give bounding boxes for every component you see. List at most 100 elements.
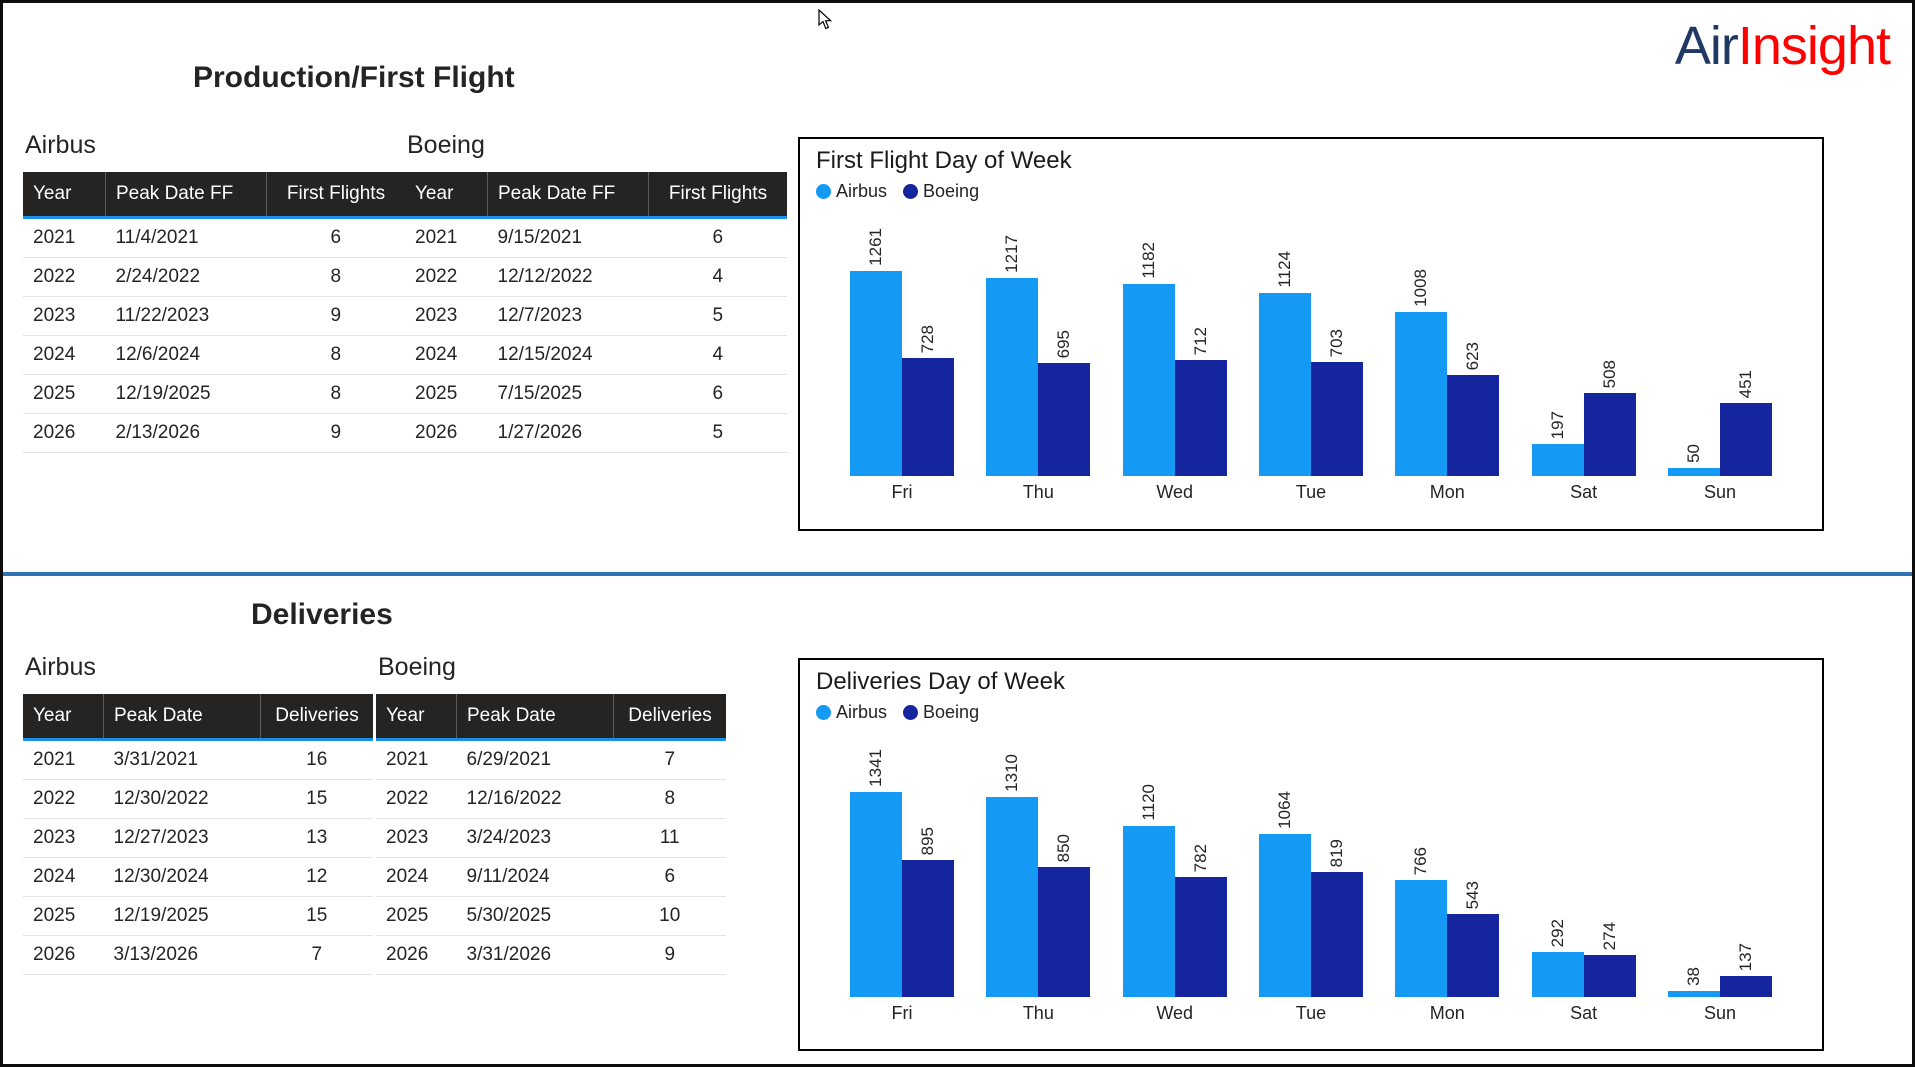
table-row[interactable]: 2024 9/11/2024 6 (376, 857, 726, 897)
boeing-bar[interactable] (1310, 362, 1363, 476)
column-header[interactable]: Peak Date FF (487, 172, 649, 218)
airbus-bar[interactable] (850, 792, 902, 997)
legend-item-airbus[interactable]: Airbus (816, 181, 887, 202)
column-header[interactable]: Deliveries (260, 694, 373, 740)
airbus-bar[interactable] (1395, 880, 1448, 997)
column-header[interactable]: First Flights (266, 172, 405, 218)
bar-pair: 1120 782 (1122, 725, 1227, 997)
table-cell: 3/31/2026 (456, 935, 614, 975)
table-cell: 7 (613, 739, 726, 780)
table-row[interactable]: 2026 1/27/2026 5 (405, 413, 787, 453)
chart-plot-area: 1261 728 Fri 1217 695 Thu 1182 712 Wed 1124 703 Tue… (816, 201, 1806, 503)
table-row[interactable]: 2021 11/4/2021 6 (23, 217, 405, 258)
logo: AirInsight (1675, 15, 1891, 77)
airbus-bar[interactable] (1122, 284, 1175, 476)
boeing-bar[interactable] (1583, 393, 1636, 476)
deliveries-airbus-table: Year Peak Date Deliveries 2021 3/31/2021 16 20… (23, 694, 373, 975)
bar-value-label: 703 (1326, 328, 1346, 357)
column-header[interactable]: Peak Date FF (105, 172, 267, 218)
table-row[interactable]: 2024 12/15/2024 4 (405, 335, 787, 375)
boeing-bar[interactable] (1719, 976, 1772, 997)
airbus-bar[interactable] (1258, 834, 1311, 997)
table-row[interactable]: 2022 2/24/2022 8 (23, 257, 405, 297)
bar-value-label: 1124 (1274, 251, 1294, 288)
column-header[interactable]: Peak Date (456, 694, 614, 740)
legend-item-boeing[interactable]: Boeing (903, 181, 979, 202)
airbus-bar[interactable] (1395, 312, 1448, 476)
bar-wrap: 782 (1174, 844, 1227, 997)
airbus-bar[interactable] (1122, 826, 1175, 997)
column-header[interactable]: Peak Date (103, 694, 261, 740)
table-cell: 2021 (23, 217, 106, 258)
bar-pair: 1310 850 (986, 725, 1091, 997)
airbus-bar[interactable] (1667, 468, 1720, 476)
bar-pair: 292 274 (1531, 725, 1636, 997)
table-row[interactable]: 2021 3/31/2021 16 (23, 739, 373, 780)
chart-legend: Airbus Boeing (816, 181, 1806, 201)
column-header[interactable]: First Flights (648, 172, 787, 218)
boeing-bar[interactable] (1583, 955, 1636, 997)
chart-title: First Flight Day of Week (816, 147, 1072, 174)
airbus-bar[interactable] (986, 797, 1039, 997)
airbus-bar[interactable] (1258, 293, 1311, 476)
airbus-bar[interactable] (1531, 444, 1584, 476)
table-row[interactable]: 2022 12/12/2022 4 (405, 257, 787, 297)
boeing-bar[interactable] (1719, 403, 1772, 476)
airbus-bar[interactable] (850, 271, 902, 476)
boeing-bar[interactable] (1174, 877, 1227, 997)
table-cell: 6 (613, 857, 726, 897)
bar-group-sat: 197 508 Sat (1524, 204, 1644, 503)
table-row[interactable]: 2025 5/30/2025 10 (376, 896, 726, 936)
table-cell: 2026 (376, 935, 457, 975)
column-header[interactable]: Year (405, 172, 488, 218)
table-row[interactable]: 2023 12/27/2023 13 (23, 818, 373, 858)
boeing-bar[interactable] (902, 358, 954, 476)
table-row[interactable]: 2023 3/24/2023 11 (376, 818, 726, 858)
table-row[interactable]: 2023 11/22/2023 9 (23, 296, 405, 336)
table-row[interactable]: 2022 12/30/2022 15 (23, 779, 373, 819)
table-cell: 2023 (23, 296, 106, 336)
table-cell: 2025 (23, 896, 104, 936)
deliveries-airbus-table-block: Airbus Year Peak Date Deliveries 2021 3/31/2… (23, 653, 373, 975)
boeing-bar[interactable] (1447, 914, 1500, 997)
table-row[interactable]: 2021 6/29/2021 7 (376, 739, 726, 780)
bar-group-wed: 1120 782 Wed (1115, 725, 1235, 1024)
column-header[interactable]: Year (376, 694, 457, 740)
bar-value-label: 543 (1463, 880, 1483, 909)
boeing-bar[interactable] (1447, 375, 1500, 476)
table-cell: 2025 (23, 374, 106, 414)
bar-group-sun: 50 451 Sun (1660, 204, 1780, 503)
airbus-bar[interactable] (1531, 952, 1584, 997)
legend-item-airbus[interactable]: Airbus (816, 702, 887, 723)
column-header[interactable]: Year (23, 694, 104, 740)
boeing-bar[interactable] (1310, 872, 1363, 997)
table-row[interactable]: 2026 2/13/2026 9 (23, 413, 405, 453)
table-row[interactable]: 2024 12/6/2024 8 (23, 335, 405, 375)
bar-value-label: 695 (1054, 329, 1074, 358)
boeing-bar[interactable] (1038, 363, 1091, 476)
airbus-bar[interactable] (1667, 991, 1720, 997)
airbus-bar[interactable] (986, 278, 1039, 476)
table-cell: 12/12/2022 (487, 257, 649, 297)
table-cell: 9 (266, 296, 405, 336)
table-row[interactable]: 2026 3/13/2026 7 (23, 935, 373, 975)
table-row[interactable]: 2025 7/15/2025 6 (405, 374, 787, 414)
bar-value-label: 712 (1190, 326, 1210, 355)
column-header[interactable]: Year (23, 172, 106, 218)
table-cell: 13 (260, 818, 373, 858)
table-row[interactable]: 2021 9/15/2021 6 (405, 217, 787, 258)
table-cell: 12/30/2022 (103, 779, 261, 819)
boeing-bar[interactable] (1038, 867, 1091, 997)
boeing-bar[interactable] (1174, 360, 1227, 476)
legend-item-boeing[interactable]: Boeing (903, 702, 979, 723)
chart-title: Deliveries Day of Week (816, 668, 1065, 695)
table-row[interactable]: 2025 12/19/2025 15 (23, 896, 373, 936)
boeing-bar[interactable] (902, 860, 954, 997)
table-row[interactable]: 2023 12/7/2023 5 (405, 296, 787, 336)
table-row[interactable]: 2026 3/31/2026 9 (376, 935, 726, 975)
column-header[interactable]: Deliveries (613, 694, 726, 740)
table-row[interactable]: 2025 12/19/2025 8 (23, 374, 405, 414)
bar-wrap: 1341 (850, 749, 902, 997)
table-row[interactable]: 2024 12/30/2024 12 (23, 857, 373, 897)
table-row[interactable]: 2022 12/16/2022 8 (376, 779, 726, 819)
